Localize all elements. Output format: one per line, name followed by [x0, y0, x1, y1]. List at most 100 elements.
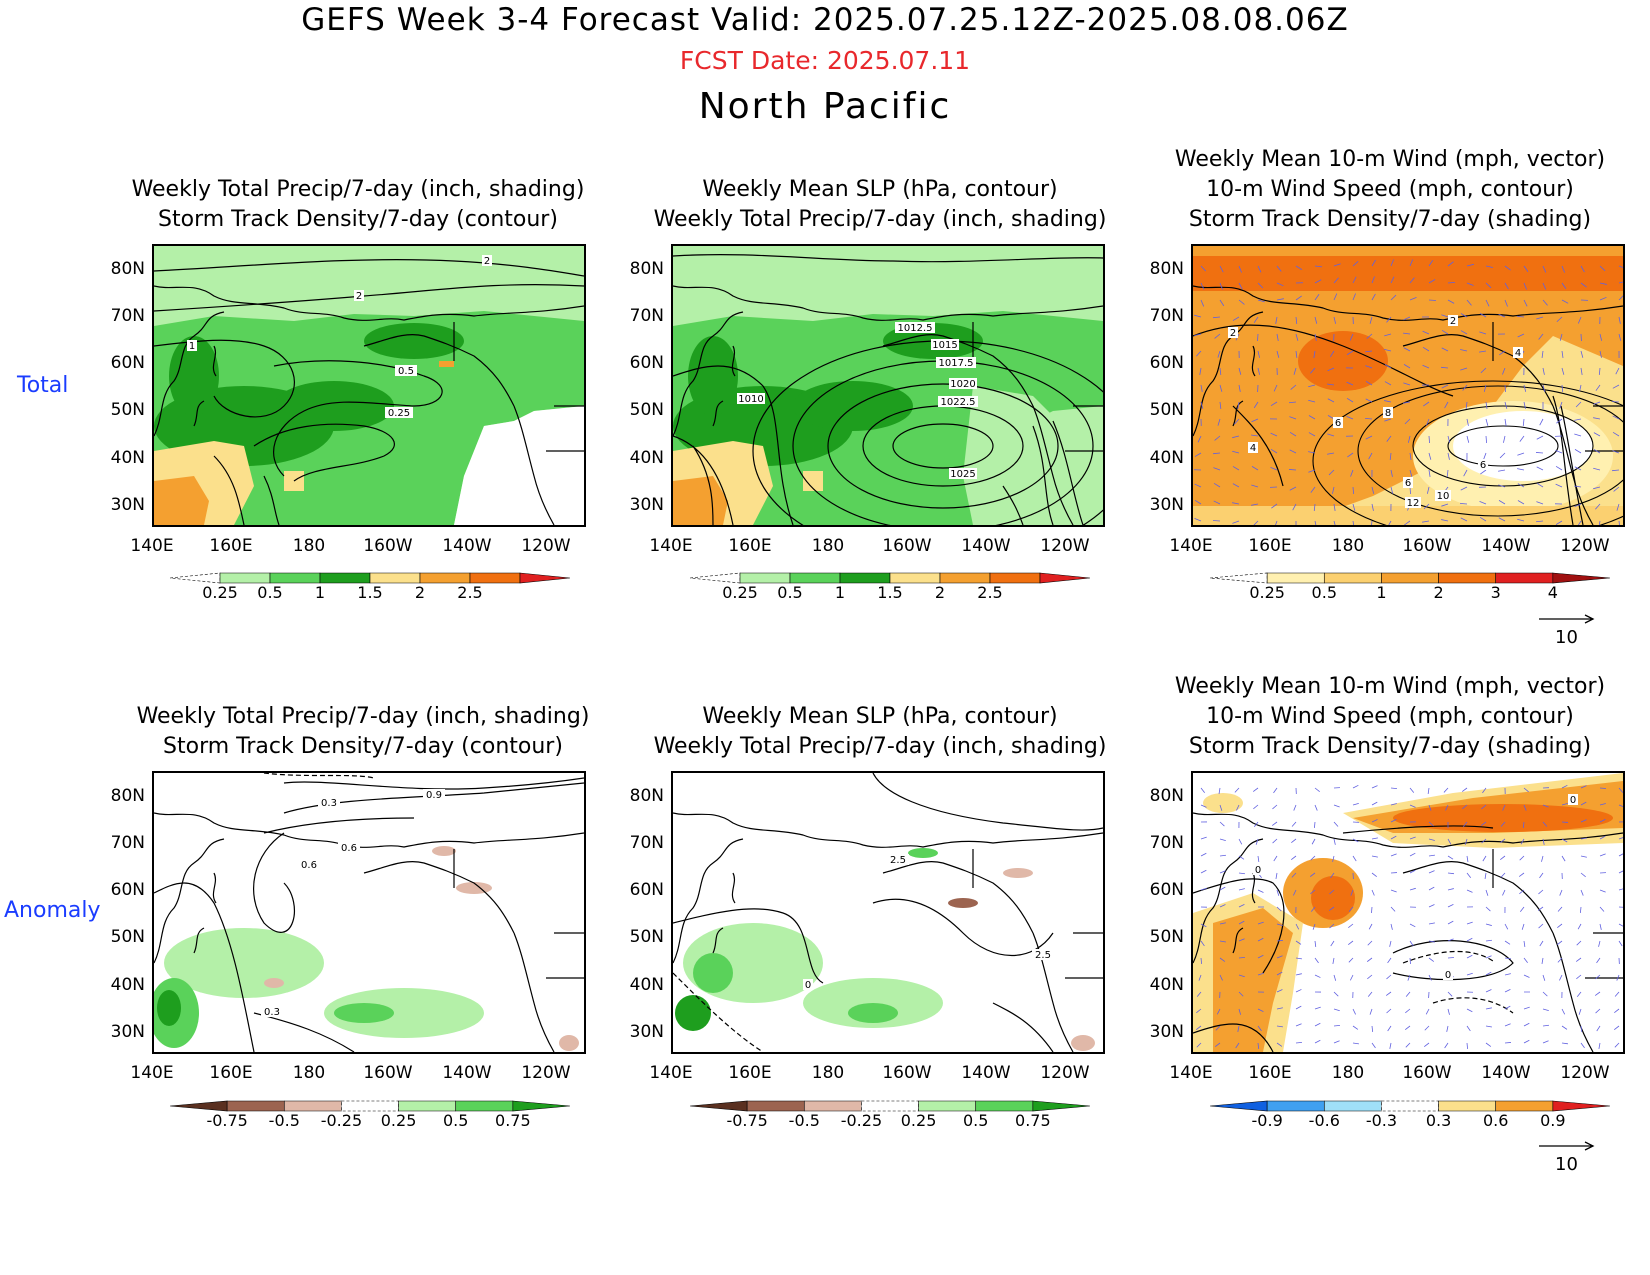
wind-vector [1517, 452, 1525, 456]
wind-vector [1479, 331, 1487, 335]
wind-vector [1238, 1008, 1242, 1015]
wind-vector [1614, 1042, 1620, 1048]
wind-vector [1428, 886, 1435, 891]
wind-vector [1500, 872, 1506, 878]
wind-vector [1616, 974, 1620, 981]
wind-vector [1276, 906, 1282, 912]
wind-vector [1504, 973, 1511, 976]
wind-vector [1485, 265, 1493, 268]
wind-vector [1271, 503, 1278, 509]
wind-vector [1234, 787, 1240, 793]
wind-vector [1200, 787, 1205, 793]
wind-vector [1595, 974, 1601, 980]
wind-vector [1367, 940, 1373, 946]
wind-vector [1538, 889, 1544, 895]
slp-contour [673, 435, 734, 525]
wind-vector [1200, 384, 1203, 392]
wind-vector [1460, 313, 1468, 318]
colorbar-segment [219, 572, 271, 584]
wind-vector [1428, 870, 1435, 874]
border-lines [972, 322, 1103, 452]
lat-tick-label: 80N [110, 786, 145, 806]
colorbar-segment [1552, 1100, 1611, 1112]
wind-vector [1371, 276, 1375, 284]
wind-vector [1219, 282, 1223, 290]
wind-vector [1447, 904, 1454, 908]
wind-vector [1459, 502, 1468, 505]
storm-contour [263, 817, 415, 834]
panel-title-slp-total: Weekly Mean SLP (hPa, contour) Weekly To… [620, 175, 1140, 235]
wind-vector [1237, 1025, 1240, 1032]
wind-vector [1253, 316, 1259, 324]
header-title: GEFS Week 3-4 Forecast Valid: 2025.07.25… [301, 2, 1349, 38]
lat-tick-label: 70N [1149, 833, 1184, 853]
wind-vector [1580, 350, 1584, 358]
wind-vector [1466, 418, 1469, 426]
wind-vector [1561, 282, 1567, 289]
lat-tick-label: 40N [629, 448, 664, 468]
wind-vector [1270, 401, 1278, 406]
wind-vector [1594, 991, 1601, 996]
wind-vector [1536, 435, 1544, 440]
wind-vector [1480, 367, 1487, 374]
wind-vector [1328, 906, 1335, 911]
contour-label: 4 [1515, 348, 1521, 359]
wind-vector [1365, 365, 1373, 369]
wind-vector [1485, 889, 1489, 896]
coastline-north [673, 812, 1103, 848]
wind-vector [1479, 500, 1487, 505]
wind-vector [1577, 316, 1582, 324]
wind-vector [1384, 333, 1392, 337]
wind-vector [1291, 855, 1297, 860]
lat-tick-label: 50N [110, 927, 145, 947]
wind-vector [1257, 972, 1264, 976]
wind-vector [1257, 367, 1261, 375]
wind-vector [1275, 520, 1278, 525]
wind-vector [1613, 1025, 1620, 1030]
wind-vector [1447, 1008, 1450, 1015]
wind-vector [1447, 281, 1456, 284]
wind-vector [1234, 418, 1240, 425]
map-wind-anomaly: 0 0 0 [1191, 771, 1625, 1054]
wind-vector [1219, 922, 1226, 925]
wind-vector [1542, 265, 1547, 273]
wind-vector [1428, 435, 1430, 444]
shade-light [164, 928, 324, 998]
wind-vector [1485, 989, 1492, 993]
wind-vector [1447, 299, 1455, 304]
wind-vector [1329, 923, 1335, 929]
colorbar-label: -0.5 [788, 1111, 820, 1130]
lat-tick-label: 50N [629, 400, 664, 420]
wind-vector [1273, 384, 1278, 392]
colorbar [170, 572, 571, 584]
wind-vector [1542, 1040, 1549, 1044]
wind-vector [1593, 432, 1601, 437]
wind-vector [1575, 957, 1582, 962]
wind-vector [1276, 1025, 1283, 1028]
wind-vector [1409, 277, 1415, 284]
wind-vector [1276, 1042, 1283, 1047]
wind-vector [1390, 787, 1398, 789]
wind-vector [1368, 452, 1373, 460]
wind-vector [1352, 784, 1359, 789]
wind-vector [1390, 259, 1394, 267]
colorbar-segment [975, 1100, 1034, 1112]
colorbar-segment [803, 1100, 862, 1112]
wind-vector [1236, 804, 1240, 811]
colorbar [690, 1100, 1091, 1112]
wind-vector [1194, 333, 1202, 337]
wind-vector [1599, 787, 1607, 789]
wind-vector [1276, 282, 1284, 287]
wind-vector [1561, 350, 1564, 358]
wind-vector [1523, 974, 1530, 978]
colorbar-segment [889, 572, 941, 584]
storm-contour [273, 360, 443, 477]
wind-vector [1310, 855, 1316, 861]
wind-vector [1580, 1042, 1585, 1049]
wind-vector [1523, 957, 1528, 964]
wind-vector [1561, 384, 1564, 393]
wind-vector [1447, 991, 1453, 997]
wind-vector [1500, 855, 1506, 860]
wind-vector [1517, 518, 1525, 522]
wind-vector [1536, 501, 1544, 505]
